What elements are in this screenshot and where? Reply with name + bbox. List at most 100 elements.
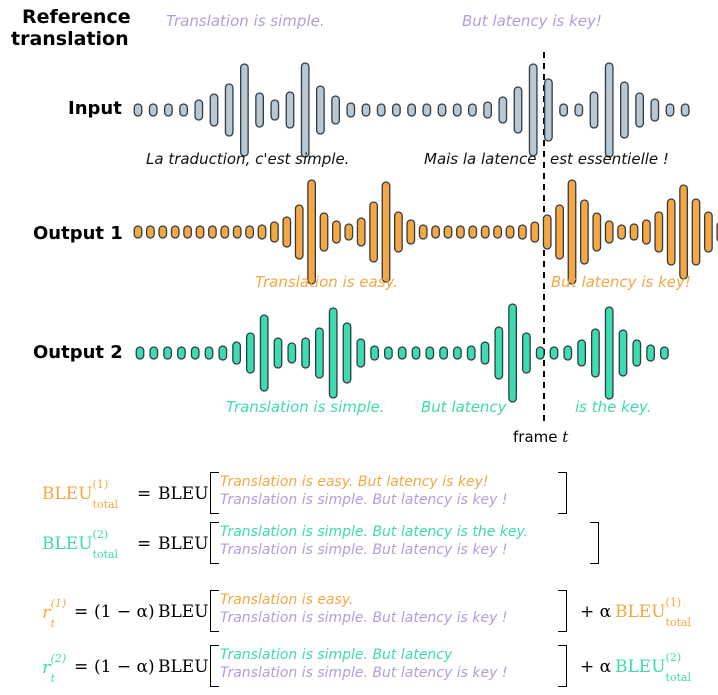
- output2-wave-bar: [549, 346, 559, 360]
- output1-wave-bar: [257, 224, 267, 240]
- output1-caption-1: Translation is easy.: [255, 273, 399, 291]
- output1-wave-bar: [133, 225, 143, 239]
- output2-wave-bar: [245, 332, 255, 374]
- output2-wave-bar: [439, 346, 449, 360]
- sub: total: [665, 615, 692, 629]
- input-wave-bar: [315, 85, 325, 135]
- output2-wave-bar: [425, 346, 435, 360]
- reference-title-line2: translation: [11, 28, 129, 50]
- bleu-function: BLEU: [158, 534, 209, 554]
- output2-wave-bar: [397, 346, 407, 360]
- equation-reward-2: r (2) t = (1 − α) BLEU Translation is simp…: [30, 645, 710, 691]
- output2-wave-bar: [632, 339, 642, 367]
- input-wave-bar: [635, 92, 644, 128]
- waveforms: [133, 52, 718, 425]
- input-row-label: Input: [68, 98, 122, 119]
- output1-wave-bar: [493, 225, 503, 239]
- bracket-right: [590, 522, 599, 564]
- output1-wave-bar: [381, 181, 391, 283]
- sub: total: [665, 670, 692, 684]
- input-wave-bar: [620, 81, 629, 139]
- input-wave-bar: [285, 91, 295, 129]
- output1-wave-bar: [468, 225, 478, 239]
- one-minus-alpha: (1 − α): [94, 657, 155, 677]
- output1-wave-bar: [269, 221, 279, 243]
- input-wave-bar: [179, 103, 189, 117]
- hypothesis-text: Translation is simple. But latency: [220, 647, 453, 663]
- output2-row-label: Output 2: [33, 342, 123, 363]
- equals-sign: =: [74, 602, 89, 622]
- reference-text: Translation is simple. But latency is ke…: [220, 610, 508, 626]
- sup: (1): [50, 596, 67, 610]
- sup: (2): [50, 651, 67, 665]
- input-wave-bar: [559, 103, 568, 117]
- r-var: r: [42, 602, 51, 623]
- input-wave-bar: [270, 99, 280, 121]
- input-wave-bar: [604, 62, 614, 158]
- output1-wave-bar: [642, 219, 651, 245]
- input-wave-bar: [361, 103, 371, 117]
- hypothesis-text: Translation is simple. But latency is th…: [220, 524, 529, 540]
- output1-wave-bar: [220, 225, 230, 239]
- output2-caption-1: Translation is simple.: [226, 398, 385, 416]
- reward-2-symbol: r (2) t: [42, 652, 71, 685]
- input-wave-bar: [422, 103, 432, 117]
- output2-wave-bar: [508, 303, 518, 403]
- input-wave-bar: [452, 103, 462, 117]
- output1-wave-bar: [443, 225, 453, 239]
- output1-wave-bar: [518, 224, 527, 240]
- input-wave-bar: [407, 103, 417, 117]
- output2-wave-bar: [314, 327, 324, 379]
- output1-wave-bar: [592, 212, 602, 252]
- output1-wave-bar: [629, 223, 639, 241]
- output1-wave-bar: [245, 225, 255, 239]
- input-wave-bar: [544, 78, 553, 142]
- reference-text: Translation is simple. But latency is ke…: [220, 542, 508, 558]
- input-wave-bar: [255, 92, 265, 128]
- output1-wave-bar: [691, 198, 701, 266]
- output2-wave-bar: [480, 341, 490, 365]
- output2-wave-bar: [163, 346, 173, 360]
- input-wave-bar: [239, 63, 249, 157]
- output1-wave-bar: [406, 219, 416, 245]
- reference-caption-1: Translation is simple.: [166, 12, 325, 30]
- output1-wave-bar: [704, 211, 713, 253]
- output1-wave-bar: [158, 225, 168, 239]
- sub: t: [50, 616, 56, 630]
- input-wave-bar: [437, 103, 447, 117]
- output1-wave-bar: [555, 204, 564, 260]
- output1-wave-bar: [604, 220, 614, 244]
- bracket-left: [210, 522, 219, 564]
- bleu-fn-text: BLEU: [42, 534, 93, 554]
- output2-wave-bar: [466, 345, 476, 361]
- output2-wave-bar: [204, 346, 214, 360]
- bleu-fn-text: BLEU: [615, 602, 666, 622]
- reference-text: Translation is simple. But latency is ke…: [220, 665, 508, 681]
- output1-wave-bar: [530, 221, 540, 243]
- bleu-total-2-ref: BLEU (2) total: [615, 651, 700, 684]
- output1-row-label: Output 1: [33, 223, 123, 244]
- output2-wave-bar: [135, 346, 145, 360]
- sentence-pair: Translation is easy. Translation is simp…: [220, 591, 507, 627]
- bracket-right: [558, 645, 567, 687]
- output2-wave-bar: [370, 345, 380, 361]
- plus-alpha: + α: [580, 602, 612, 622]
- plus-alpha: + α: [580, 657, 612, 677]
- output2-wave-bar: [604, 306, 614, 400]
- input-caption-3: est essentielle !: [550, 150, 669, 168]
- output1-wave-bar: [393, 211, 403, 253]
- bleu-total-2-symbol: BLEU (2) total: [42, 528, 127, 561]
- input-wave-bar: [650, 98, 660, 122]
- equation-reward-1: r (1) t = (1 − α) BLEU Translation is easy…: [30, 590, 710, 636]
- output2-wave-bar: [618, 329, 628, 377]
- input-caption-2: Mais la latence: [424, 150, 537, 168]
- reference-text: Translation is simple. But latency is ke…: [220, 492, 508, 508]
- equals-sign: =: [137, 534, 152, 554]
- output1-caption-2: But latency is key!: [551, 273, 691, 291]
- output2-wave-bar: [190, 346, 200, 360]
- equals-sign: =: [137, 484, 152, 504]
- input-wave-bar: [133, 103, 143, 117]
- output1-wave-bar: [195, 225, 205, 239]
- input-wave-bar: [513, 86, 523, 134]
